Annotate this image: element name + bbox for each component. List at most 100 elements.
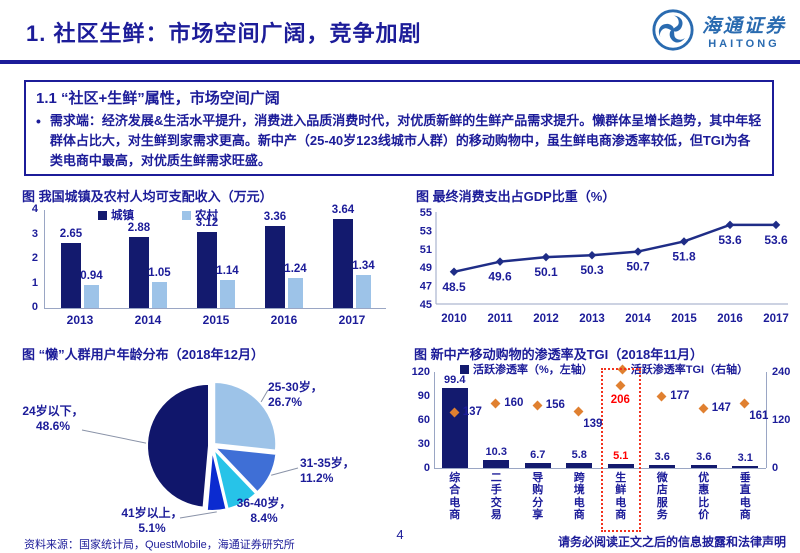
pie-label-41岁以上: 41岁以上， 5.1% bbox=[112, 506, 192, 536]
bar-value-label: 3.6 bbox=[696, 451, 712, 464]
bar-value-label: 1.14 bbox=[216, 265, 239, 278]
pie-label-name: 31-35岁， bbox=[300, 456, 355, 470]
left-y-tick-label: 30 bbox=[417, 438, 430, 450]
bar-优惠比价 bbox=[690, 465, 717, 468]
right-y-tick-label: 0 bbox=[772, 462, 779, 474]
bar-跨境电商 bbox=[566, 463, 593, 468]
bar-二手交易 bbox=[483, 459, 510, 468]
footer-source: 资料来源：国家统计局，QuestMobile，海通证券研究所 bbox=[24, 539, 295, 551]
tgi-marker bbox=[698, 403, 709, 414]
chart-gdp-title: 图 最终消费支出占GDP比重（%） bbox=[416, 189, 616, 204]
x-tick-label: 2016 bbox=[717, 313, 743, 325]
page-title: 1. 社区生鲜：市场空间广阔，竞争加剧 bbox=[26, 21, 422, 46]
bar-urban: 3.12 bbox=[196, 217, 218, 308]
bar-value-label: 99.4 bbox=[444, 374, 466, 387]
legend-label-tgi: 活跃渗透率TGI（右轴） bbox=[630, 364, 749, 376]
bar-value-label: 1.24 bbox=[284, 262, 307, 275]
x-category-label: 综合电商 bbox=[449, 472, 461, 521]
pie-label-value: 48.6% bbox=[35, 419, 71, 433]
info-box: 1.1 “社区+生鲜”属性，市场空间广阔 • 需求端：经济发展&生活水平提升，消… bbox=[24, 80, 774, 176]
pie-label-value: 5.1% bbox=[138, 521, 166, 535]
title-divider bbox=[0, 60, 800, 64]
line-marker bbox=[679, 237, 689, 246]
data-label: 50.1 bbox=[534, 265, 558, 279]
pie-label-value: 8.4% bbox=[250, 511, 278, 525]
x-tick-label: 2011 bbox=[488, 313, 514, 325]
y-axis-line bbox=[44, 210, 45, 308]
bar-rural: 0.94 bbox=[80, 270, 103, 308]
data-label: 51.8 bbox=[672, 249, 696, 263]
logo-cn-text: 海通证券 bbox=[701, 15, 786, 37]
tgi-value-label: 139 bbox=[583, 418, 603, 431]
bullet-dot: • bbox=[36, 113, 41, 129]
data-label: 53.6 bbox=[764, 233, 788, 247]
x-axis-labels: 2013 2014 2015 2016 2017 bbox=[46, 313, 386, 327]
left-y-tick-label: 120 bbox=[411, 366, 430, 378]
bar-group: 2.88 1.05 bbox=[128, 222, 171, 308]
tgi-marker bbox=[490, 398, 501, 409]
bar-urban: 3.36 bbox=[264, 211, 286, 308]
bar-生鲜电商 bbox=[607, 463, 634, 468]
y-tick-label: 3 bbox=[31, 227, 38, 240]
bar-group: 2.65 0.94 bbox=[60, 228, 103, 308]
pie-leader-line bbox=[179, 511, 217, 519]
chart-income: 图 我国城镇及农村人均可支配收入（万元） 城镇 农村 0 1 2 3 4 2.65 0.94… bbox=[12, 186, 400, 342]
bar-value-label: 5.1 bbox=[613, 449, 629, 462]
tgi-value-label: 161 bbox=[749, 409, 769, 422]
line-marker bbox=[449, 267, 459, 277]
legend-item-tgi: 活跃渗透率TGI（右轴） bbox=[617, 361, 749, 377]
chart-income-plot: 0 1 2 3 4 2.65 0.94 2.88 1.05 3.12 1.14 3.36 1.24 3.6… bbox=[16, 203, 392, 342]
tgi-value-label: 160 bbox=[504, 397, 524, 409]
line-series bbox=[453, 223, 776, 274]
highlight-box-fresh-ecommerce bbox=[601, 368, 641, 532]
pie-label-name: 41岁以上， bbox=[121, 506, 183, 520]
x-axis-line bbox=[434, 468, 766, 469]
bar-导购分享 bbox=[524, 462, 551, 468]
bar-value-label: 0.94 bbox=[80, 270, 103, 282]
x-tick-label: 2013 bbox=[66, 313, 94, 327]
legend-item-rural: 农村 bbox=[182, 207, 218, 223]
info-bullet-text: 需求端：经济发展&生活水平提升，消费进入品质消费时代，对优质新鲜的生鲜产品需求提… bbox=[49, 113, 762, 169]
tgi-value-label: 156 bbox=[545, 398, 565, 411]
bar-rural: 1.05 bbox=[148, 267, 171, 308]
pie-label-name: 25-30岁， bbox=[268, 380, 323, 394]
y-tick-label: 4 bbox=[31, 203, 38, 215]
bar-urban: 2.88 bbox=[128, 222, 150, 308]
legend-label-rural: 农村 bbox=[195, 210, 218, 222]
chart-age-pie: 图 “懒”人群用户年龄分布（2018年12月） 25-30岁， 26.7% 31-3… bbox=[12, 344, 402, 540]
bar-value-label: 5.8 bbox=[571, 449, 587, 462]
footer-disclaimer: 请务必阅读正文之后的信息披露和法律声明 bbox=[557, 535, 786, 549]
pie-slice-41岁以上 bbox=[205, 448, 228, 512]
tgi-value-label: 147 bbox=[711, 402, 731, 415]
pie-leader-line bbox=[243, 503, 247, 507]
pie-slice-31-35岁 bbox=[212, 446, 278, 494]
bar-value-label: 3.64 bbox=[331, 203, 355, 216]
bar-rural: 1.14 bbox=[216, 265, 239, 308]
bar-value-label: 6.7 bbox=[530, 448, 546, 461]
x-tick-label: 2017 bbox=[763, 313, 789, 325]
tgi-value-label: 137 bbox=[462, 406, 482, 419]
y-tick-label: 55 bbox=[420, 207, 432, 219]
haitong-logo-icon bbox=[652, 9, 694, 51]
x-category-label: 垂直电商 bbox=[739, 472, 751, 521]
bar-value-label: 10.3 bbox=[485, 445, 507, 458]
x-category-label: 微店服务 bbox=[656, 472, 668, 521]
right-y-tick-label: 240 bbox=[772, 366, 791, 378]
left-y-axis-line bbox=[434, 372, 435, 468]
bar-综合电商 bbox=[441, 388, 468, 468]
legend-item-urban: 城镇 bbox=[98, 207, 134, 223]
pie-label-name: 24岁以下， bbox=[22, 404, 84, 418]
pie-label-24岁以下: 24岁以下， 48.6% bbox=[18, 404, 88, 434]
pie-slice-24岁以下 bbox=[146, 382, 211, 509]
x-category-label: 二手交易 bbox=[490, 472, 502, 521]
right-y-axis-line bbox=[766, 372, 767, 468]
chart-tgi-legend: 活跃渗透率（%，左轴） 活跃渗透率TGI（右轴） bbox=[460, 361, 748, 377]
pie-slice-25-30岁 bbox=[213, 380, 278, 452]
x-category-label: 导购分享 bbox=[532, 472, 544, 521]
bar-group: 3.36 1.24 bbox=[264, 211, 307, 308]
bar-group: 3.64 1.34 bbox=[332, 204, 375, 308]
info-box-heading: 1.1 “社区+生鲜”属性，市场空间广阔 bbox=[36, 90, 280, 107]
legend-swatch-urban bbox=[98, 210, 107, 220]
tgi-marker bbox=[656, 391, 667, 402]
